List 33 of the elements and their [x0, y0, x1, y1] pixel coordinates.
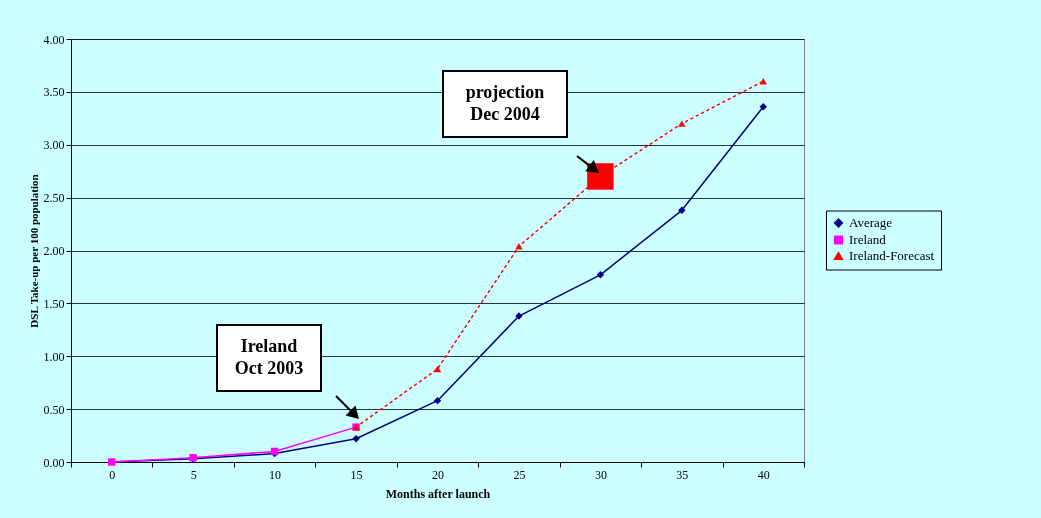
x-tick-label: 15 [350, 467, 363, 482]
annotation: Ireland Oct 2003 [234, 336, 304, 378]
point [759, 102, 767, 111]
x-tick-label: 35 [676, 467, 689, 482]
point [678, 206, 686, 215]
y-tick-label: 3.00 [43, 138, 65, 153]
legend-label: Ireland [849, 232, 887, 247]
y-tick-label: 1.50 [43, 296, 65, 311]
y-tick-label: 2.00 [43, 244, 65, 258]
y-tick-label: 2.50 [43, 191, 65, 206]
point [433, 396, 442, 405]
x-tick-label: 25 [513, 467, 526, 482]
y-tick-label: 0.50 [43, 402, 65, 417]
y-tick-label: 4.00 [43, 32, 65, 47]
point [596, 271, 605, 279]
legend-label: Average [849, 215, 893, 230]
x-axis-title: Months after launch [385, 486, 491, 501]
point [352, 435, 360, 443]
y-tick-label: 0.00 [43, 455, 65, 470]
x-tick-label: 40 [757, 467, 770, 482]
point [759, 78, 767, 85]
y-tick-label: 1.00 [43, 349, 65, 364]
point [678, 120, 686, 127]
x-tick-label: 10 [269, 467, 282, 482]
y-axis-title: DSL Take-up per 100 population [27, 174, 40, 328]
x-tick-label: 5 [190, 467, 197, 482]
annotation: projection Dec 2004 [465, 82, 545, 124]
x-tick-label: 30 [594, 467, 607, 482]
x-tick-label: 20 [432, 467, 444, 482]
legend-label: Ireland-Forecast [849, 248, 935, 263]
x-tick-label: 0 [109, 467, 116, 482]
point [433, 365, 442, 373]
y-tick-label: 3.50 [43, 85, 65, 100]
